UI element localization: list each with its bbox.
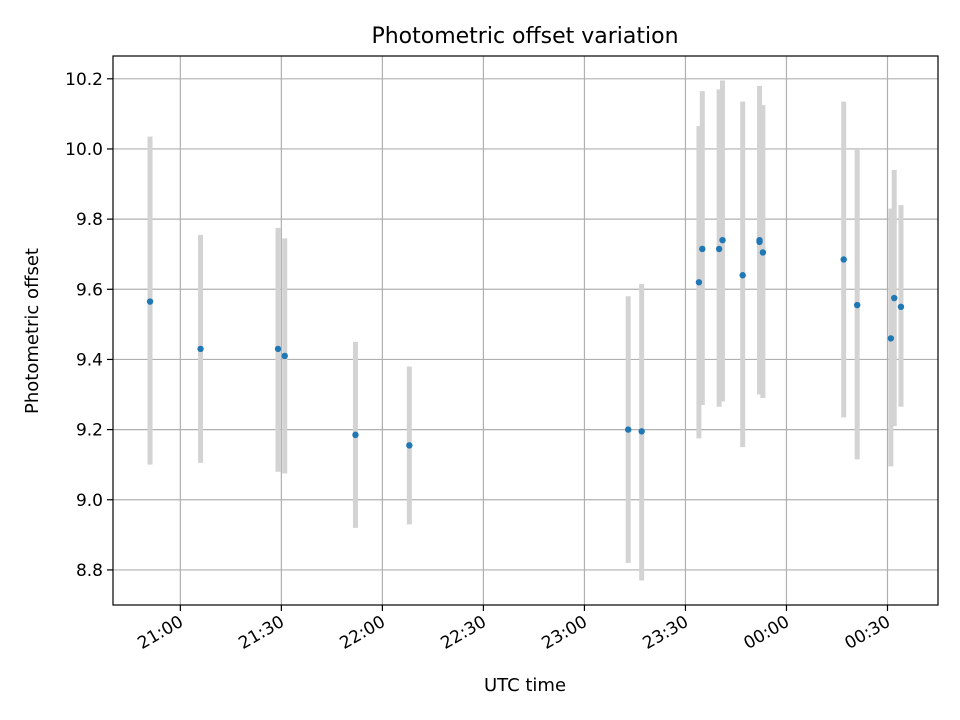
y-axis-label: Photometric offset: [22, 248, 43, 414]
data-point: [719, 236, 726, 244]
data-point: [853, 301, 861, 309]
y-tick-label: 10.0: [65, 140, 103, 160]
data-point: [406, 442, 413, 449]
data-point: [197, 345, 204, 353]
data-point: [352, 431, 359, 439]
y-tick-label: 10.2: [65, 70, 103, 90]
y-tick-label: 9.6: [76, 280, 103, 300]
y-tick-label: 9.2: [76, 421, 103, 441]
data-point: [759, 249, 767, 256]
data-point: [840, 256, 847, 263]
x-axis-label: UTC time: [484, 675, 566, 696]
data-point: [897, 303, 905, 311]
y-tick-label: 9.0: [76, 491, 103, 511]
y-tick-label: 8.8: [76, 561, 103, 581]
data-point: [891, 294, 898, 302]
data-point: [756, 236, 763, 244]
data-point: [638, 428, 645, 435]
data-point: [274, 345, 282, 353]
data-points: [146, 236, 905, 449]
grid: [113, 56, 938, 605]
data-point: [887, 335, 895, 342]
data-point: [146, 298, 154, 305]
plot-frame: [112, 55, 939, 606]
chart-title: Photometric offset variation: [371, 24, 678, 49]
data-point: [625, 426, 632, 433]
data-point: [715, 245, 723, 253]
y-tick-label: 9.4: [76, 350, 103, 370]
data-point: [695, 279, 703, 286]
data-point: [699, 245, 706, 253]
data-point: [281, 352, 288, 360]
y-tick-label: 9.8: [76, 210, 103, 230]
data-point: [739, 272, 746, 279]
